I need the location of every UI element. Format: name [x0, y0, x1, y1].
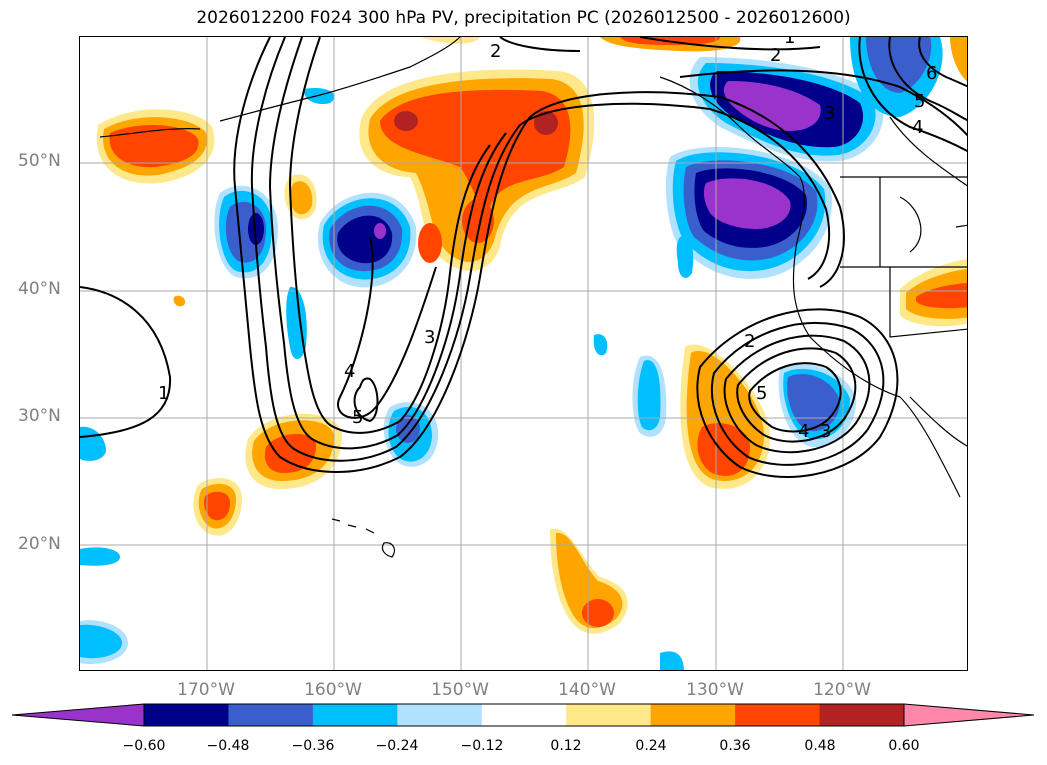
contour-label: 1: [158, 383, 169, 404]
contour-label: 4: [798, 421, 809, 442]
colorbar-segment: [819, 704, 905, 726]
colorbar-segment: [566, 704, 652, 726]
colorbar-tick: 0.36: [719, 738, 751, 754]
map-canvas[interactable]: 1 2 3 4 5 2 3 4 5 6 1 2 3 4 5: [80, 37, 968, 671]
lon-label-130w: 130°W: [686, 680, 744, 700]
colorbar-segment: [481, 704, 567, 726]
colorbar-tick: 0.12: [550, 738, 582, 754]
lat-label-20n: 20°N: [18, 534, 61, 554]
pv-contour-labels: 1 2 3 4 5 2 3 4 5 6 1 2 3 4 5: [158, 37, 937, 442]
colorbar-tick: −0.24: [375, 738, 419, 754]
colorbar-extend-low: [12, 704, 144, 726]
colorbar-tick: −0.12: [460, 738, 504, 754]
colorbar-tick: 0.60: [888, 738, 920, 754]
contour-label: 2: [744, 331, 755, 352]
contour-label: 1: [784, 37, 795, 48]
map-panel[interactable]: 1 2 3 4 5 2 3 4 5 6 1 2 3 4 5: [79, 36, 968, 671]
contour-label: 5: [914, 91, 925, 112]
lon-label-150w: 150°W: [431, 680, 489, 700]
contour-label: 6: [926, 63, 937, 84]
colorbar-segment: [735, 704, 821, 726]
pv-contours: [80, 37, 967, 478]
contour-label: 2: [490, 41, 501, 62]
contour-label: 2: [770, 45, 781, 66]
contour-label: 3: [424, 327, 435, 348]
colorbar-segment: [397, 704, 483, 726]
colorbar-tick: −0.60: [122, 738, 166, 754]
contour-label: 4: [912, 117, 923, 138]
lat-label-40n: 40°N: [18, 279, 61, 299]
negative-precip-shading: [80, 37, 943, 670]
contour-label: 3: [820, 421, 831, 442]
colorbar-segment: [650, 704, 736, 726]
colorbar-tick: 0.48: [804, 738, 836, 754]
contour-label: 5: [756, 383, 767, 404]
map-title: 2026012200 F024 300 hPa PV, precipitatio…: [196, 8, 851, 28]
colorbar-segment: [312, 704, 398, 726]
contour-label: 3: [824, 103, 835, 124]
colorbar-segment: [228, 704, 314, 726]
colorbar-tick: −0.48: [206, 738, 250, 754]
colorbar-extend-high: [904, 704, 1034, 726]
colorbar-tick: 0.24: [635, 738, 667, 754]
contour-label: 4: [344, 361, 355, 382]
lon-label-140w: 140°W: [558, 680, 616, 700]
colorbar-segment: [144, 704, 229, 726]
colorbar: [11, 703, 1035, 727]
graticule: [80, 37, 967, 670]
lon-label-170w: 170°W: [177, 680, 235, 700]
contour-label: 5: [352, 407, 363, 428]
lon-label-160w: 160°W: [304, 680, 362, 700]
lat-label-50n: 50°N: [18, 151, 61, 171]
positive-precip-shading: [96, 37, 967, 634]
colorbar-tick: −0.36: [291, 738, 335, 754]
hawaii-islands: [331, 518, 396, 558]
lon-label-120w: 120°W: [813, 680, 871, 700]
lat-label-30n: 30°N: [18, 406, 61, 426]
